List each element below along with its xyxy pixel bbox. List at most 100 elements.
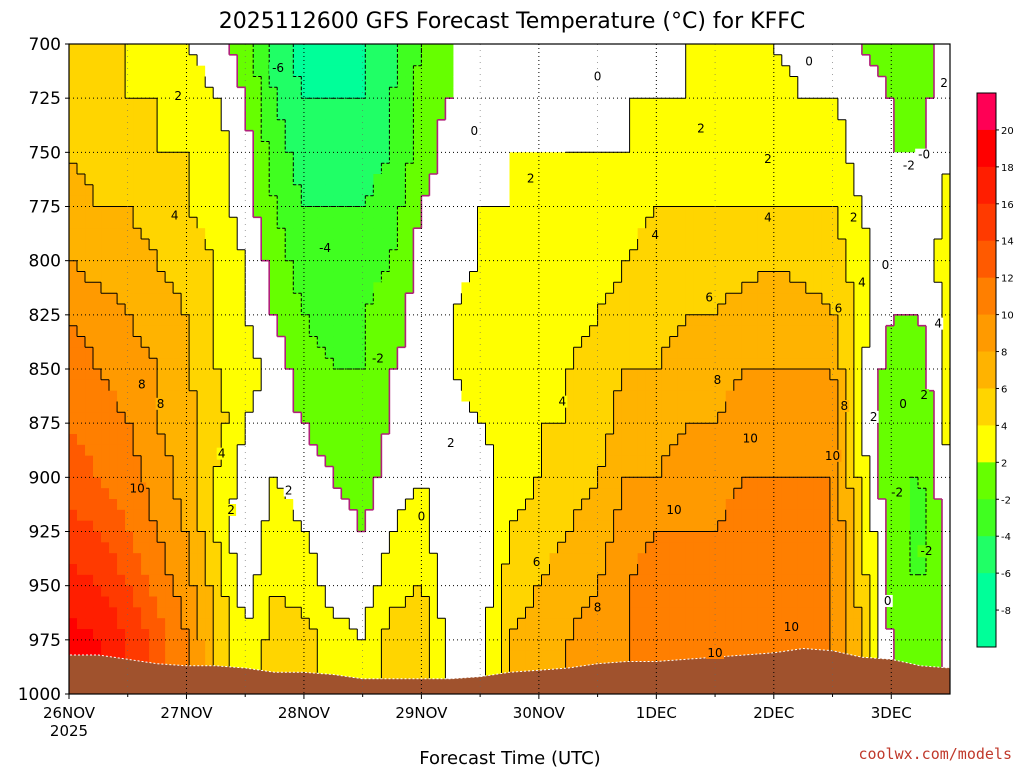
field-cell	[173, 499, 182, 511]
field-cell	[589, 412, 599, 424]
field-cell	[597, 152, 607, 164]
field-cell	[301, 184, 310, 197]
field-cell	[405, 509, 414, 522]
field-cell	[525, 585, 535, 598]
field-cell	[285, 629, 294, 641]
field-cell	[253, 423, 262, 435]
field-cell	[525, 239, 535, 251]
field-cell	[509, 520, 519, 533]
field-cell	[469, 271, 479, 283]
field-cell	[333, 607, 342, 619]
field-cell	[285, 574, 294, 587]
field-cell	[717, 434, 727, 446]
field-cell	[469, 217, 479, 229]
field-cell	[565, 228, 575, 240]
field-cell	[717, 488, 727, 500]
field-cell	[661, 130, 671, 143]
field-cell	[261, 401, 270, 413]
field-cell	[637, 455, 647, 468]
field-cell	[645, 260, 655, 273]
field-cell	[653, 109, 663, 121]
field-cell	[597, 358, 607, 370]
field-cell	[309, 87, 318, 99]
field-cell	[717, 304, 727, 316]
field-cell	[85, 347, 94, 359]
field-cell	[597, 293, 607, 305]
field-cell	[349, 379, 358, 392]
field-cell	[549, 184, 559, 197]
field-cell	[469, 585, 479, 598]
field-cell	[381, 87, 390, 99]
field-cell	[85, 76, 94, 88]
field-cell	[69, 195, 78, 208]
field-cell	[557, 239, 567, 251]
field-cell	[517, 87, 527, 99]
field-cell	[605, 65, 615, 78]
field-cell	[109, 314, 118, 327]
field-cell	[189, 629, 198, 641]
field-cell	[101, 76, 110, 88]
field-cell	[445, 325, 455, 338]
field-cell	[293, 109, 302, 121]
field-cell	[389, 347, 398, 359]
field-cell	[509, 379, 519, 392]
field-cell	[717, 293, 727, 305]
field-cell	[173, 109, 182, 121]
field-cell	[389, 87, 398, 99]
field-cell	[645, 130, 655, 143]
field-cell	[173, 423, 182, 435]
field-cell	[205, 119, 214, 132]
field-cell	[581, 282, 591, 294]
field-cell	[389, 466, 398, 478]
field-cell	[397, 455, 406, 468]
field-cell	[445, 542, 455, 554]
field-cell	[437, 401, 447, 413]
field-cell	[613, 87, 623, 99]
field-cell	[189, 618, 198, 630]
field-cell	[277, 217, 286, 229]
field-cell	[613, 304, 623, 316]
field-cell	[277, 509, 286, 522]
field-cell	[405, 564, 414, 576]
field-cell	[69, 76, 78, 88]
field-cell	[285, 477, 294, 489]
field-cell	[717, 195, 727, 208]
field-cell	[589, 520, 599, 533]
field-cell	[141, 271, 150, 283]
field-cell	[317, 358, 326, 370]
field-cell	[325, 423, 334, 435]
field-cell	[357, 119, 366, 132]
field-cell	[493, 239, 503, 251]
field-cell	[285, 130, 294, 143]
field-cell	[237, 477, 246, 489]
field-cell	[261, 531, 270, 543]
field-cell	[333, 618, 342, 630]
field-cell	[229, 163, 238, 175]
field-cell	[413, 325, 422, 338]
field-cell	[269, 336, 278, 348]
field-cell	[453, 228, 463, 240]
field-cell	[557, 109, 567, 121]
field-cell	[541, 314, 551, 327]
field-cell	[477, 325, 487, 338]
field-cell	[117, 499, 126, 511]
field-cell	[189, 347, 198, 359]
field-cell	[685, 488, 695, 500]
field-cell	[421, 466, 431, 478]
field-cell	[357, 228, 366, 240]
field-cell	[485, 531, 495, 543]
field-cell	[253, 531, 262, 543]
field-cell	[125, 54, 134, 67]
field-cell	[509, 65, 519, 78]
field-cell	[493, 163, 503, 175]
field-cell	[165, 574, 174, 587]
field-cell	[245, 54, 254, 67]
field-cell	[589, 217, 599, 229]
field-cell	[589, 293, 599, 305]
field-cell	[685, 304, 695, 316]
field-cell	[437, 184, 447, 197]
field-cell	[701, 174, 711, 186]
field-cell	[509, 184, 519, 197]
field-cell	[277, 109, 286, 121]
field-cell	[101, 217, 110, 229]
